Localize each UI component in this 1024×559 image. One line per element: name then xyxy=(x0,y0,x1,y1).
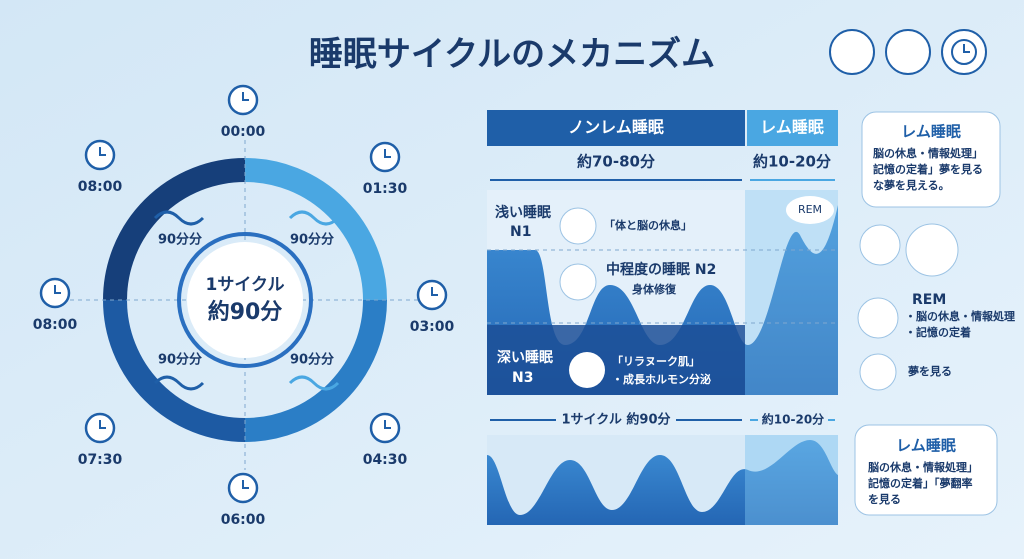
callout-line: 記憶の定着」夢を見る xyxy=(873,162,983,176)
nonrem-header xyxy=(487,110,745,146)
rem-bubble xyxy=(786,196,834,224)
clock-label: 07:30 xyxy=(78,452,123,468)
rem-band xyxy=(745,190,838,395)
n2-label: 中程度の睡眠 N2 xyxy=(606,261,716,278)
clock-label: 08:00 xyxy=(78,179,123,195)
n2-icon xyxy=(559,263,597,301)
callout-title: レム睡眠 xyxy=(901,123,961,141)
duration: 約10-20分 xyxy=(753,153,831,171)
clock-icons: 00:00 01:30 03:00 04:30 06:00 07:30 08:00 08:00 xyxy=(33,84,455,528)
n1-label: N1 xyxy=(510,224,531,240)
crosshair xyxy=(70,140,420,470)
waves xyxy=(153,210,340,391)
callout-top xyxy=(861,111,1001,208)
callout-line: 脳の休息・情報処理」 xyxy=(873,146,983,160)
n1-icon xyxy=(559,207,597,245)
clock-hands xyxy=(242,92,249,101)
callout-line: 記憶の定着」「夢翻率 xyxy=(868,476,973,490)
side-title: REM xyxy=(912,292,946,308)
span-label-bg xyxy=(556,410,676,430)
quadrant-label: 90分分 xyxy=(158,232,202,248)
clock-label: 03:00 xyxy=(410,319,455,335)
cycle-span-label: 1サイクル 約90分 xyxy=(561,412,670,428)
clock-hands xyxy=(242,480,249,489)
clock-label: 01:30 xyxy=(363,181,408,197)
clock-hands xyxy=(384,149,391,158)
span-label-bg xyxy=(758,410,828,430)
quadrant-label: 90分分 xyxy=(290,352,334,368)
center-label: 1サイクル xyxy=(206,275,285,295)
title: 睡眠サイクルのメカニズム xyxy=(309,35,715,75)
deep-band xyxy=(487,325,745,395)
quadrant-label: 90分分 xyxy=(290,232,334,248)
clock-hands xyxy=(431,287,438,296)
n1-label: 浅い睡眠 xyxy=(495,204,551,221)
header-label: ノンレム睡眠 xyxy=(568,118,664,137)
side-line: ・脳の休息・情報処理 xyxy=(905,309,1015,323)
header-icons xyxy=(829,29,987,75)
rem-bubble-text: REM xyxy=(798,203,822,216)
inner-arrows xyxy=(177,232,313,368)
n3-note: 「リラヌーク肌」 xyxy=(612,354,700,368)
callout-line: 脳の休息・情報処理」 xyxy=(868,460,978,474)
n3-label: 深い睡眠 xyxy=(497,349,553,366)
callout-bottom xyxy=(854,424,998,516)
clock-hands xyxy=(99,420,106,429)
n3-label: N3 xyxy=(512,370,533,386)
side-line: ・記憶の定着 xyxy=(905,325,971,339)
callout-title: レム睡眠 xyxy=(896,437,956,455)
clock-label: 06:00 xyxy=(221,512,266,528)
clock-hands xyxy=(54,285,61,294)
rem-header xyxy=(747,110,838,146)
wave-shape xyxy=(487,440,838,525)
clock-label: 00:00 xyxy=(221,124,266,140)
header-label: レム睡眠 xyxy=(760,118,824,137)
rem-wave-band xyxy=(745,435,838,525)
clock-hands xyxy=(384,420,391,429)
rem-span-label: 約10-20分 xyxy=(762,412,824,427)
clock-label: 08:00 xyxy=(33,317,78,333)
side-icons xyxy=(857,223,959,391)
n3-icon xyxy=(569,352,605,388)
clock-label: 04:30 xyxy=(363,452,408,468)
clock-hands xyxy=(99,147,106,156)
center-value: 約90分 xyxy=(208,299,283,325)
callout-line: な夢を見える。 xyxy=(873,178,950,192)
cycle-ring xyxy=(103,158,387,442)
center-disc xyxy=(187,242,303,358)
n3-note: ・成長ホルモン分泌 xyxy=(612,372,711,386)
n1-note: 「体と脳の休息」 xyxy=(604,218,692,232)
level-lines xyxy=(487,249,838,324)
n2-note: 身体修復 xyxy=(632,282,677,296)
quadrant-label: 90分分 xyxy=(158,352,202,368)
duration: 約70-80分 xyxy=(577,153,655,171)
side-dream: 夢を見る xyxy=(908,364,952,378)
callout-line: を見る xyxy=(868,493,901,506)
